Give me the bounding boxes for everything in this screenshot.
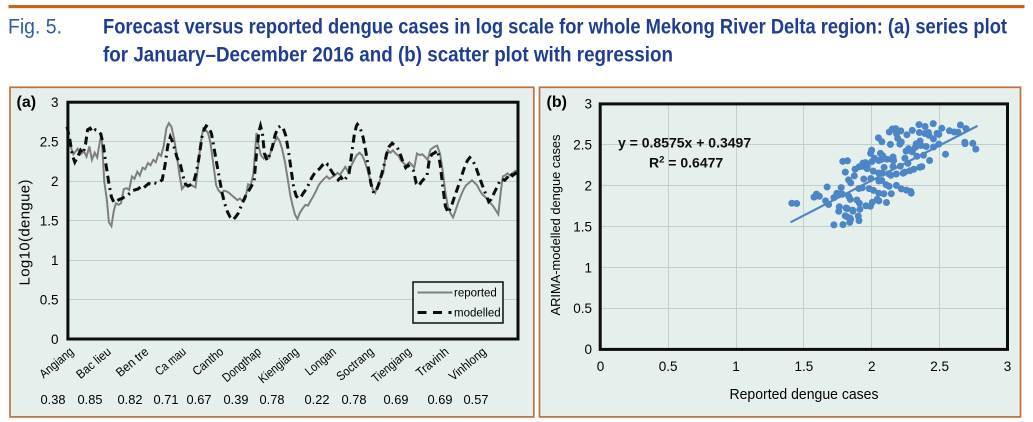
svg-text:1: 1 [51,253,59,268]
svg-text:0.69: 0.69 [384,392,409,407]
svg-text:Fig. 5.: Fig. 5. [8,16,62,39]
svg-text:ARIMA-modelled dengue cases: ARIMA-modelled dengue cases [548,134,563,315]
svg-text:1: 1 [732,359,740,374]
svg-text:0.78: 0.78 [260,392,285,407]
svg-text:(b): (b) [547,94,567,111]
svg-text:0.5: 0.5 [573,301,592,316]
svg-text:0.67: 0.67 [187,392,212,407]
svg-text:0.39: 0.39 [224,392,249,407]
svg-text:2: 2 [51,174,59,189]
svg-text:0: 0 [51,332,59,347]
svg-text:0.71: 0.71 [154,392,179,407]
svg-text:3: 3 [51,95,59,110]
svg-text:0.69: 0.69 [428,392,453,407]
svg-text:2.5: 2.5 [930,359,949,374]
svg-text:0.5: 0.5 [659,359,678,374]
svg-text:2: 2 [584,179,592,194]
svg-text:1.5: 1.5 [795,359,814,374]
svg-text:0.38: 0.38 [41,392,66,407]
svg-text:Reported dengue cases: Reported dengue cases [730,387,879,403]
svg-text:reported: reported [454,288,497,300]
svg-text:0.85: 0.85 [78,392,103,407]
svg-text:0.78: 0.78 [342,392,367,407]
svg-text:0.5: 0.5 [40,292,59,307]
svg-text:1.5: 1.5 [573,219,592,234]
svg-text:(a): (a) [17,94,37,111]
svg-text:0: 0 [584,342,592,357]
svg-text:2: 2 [868,359,876,374]
svg-text:Log10(dengue): Log10(dengue) [17,180,34,286]
svg-text:3: 3 [584,97,592,112]
svg-text:0.82: 0.82 [118,392,143,407]
svg-text:0.57: 0.57 [464,392,489,407]
svg-text:Forecast versus reported dengu: Forecast versus reported dengue cases in… [103,16,1007,39]
svg-text:1: 1 [584,260,592,275]
svg-text:y = 0.8575x + 0.3497: y = 0.8575x + 0.3497 [618,135,751,151]
svg-text:1.5: 1.5 [40,213,59,228]
svg-text:2.5: 2.5 [573,138,592,153]
svg-text:2.5: 2.5 [40,135,59,150]
svg-text:R2 = 0.6477: R2 = 0.6477 [649,155,723,171]
svg-text:0.22: 0.22 [305,392,330,407]
svg-text:3: 3 [1004,359,1012,374]
svg-text:for January–December 2016 and: for January–December 2016 and (b) scatte… [103,44,673,67]
svg-text:0: 0 [597,359,605,374]
svg-text:modelled: modelled [454,308,501,320]
